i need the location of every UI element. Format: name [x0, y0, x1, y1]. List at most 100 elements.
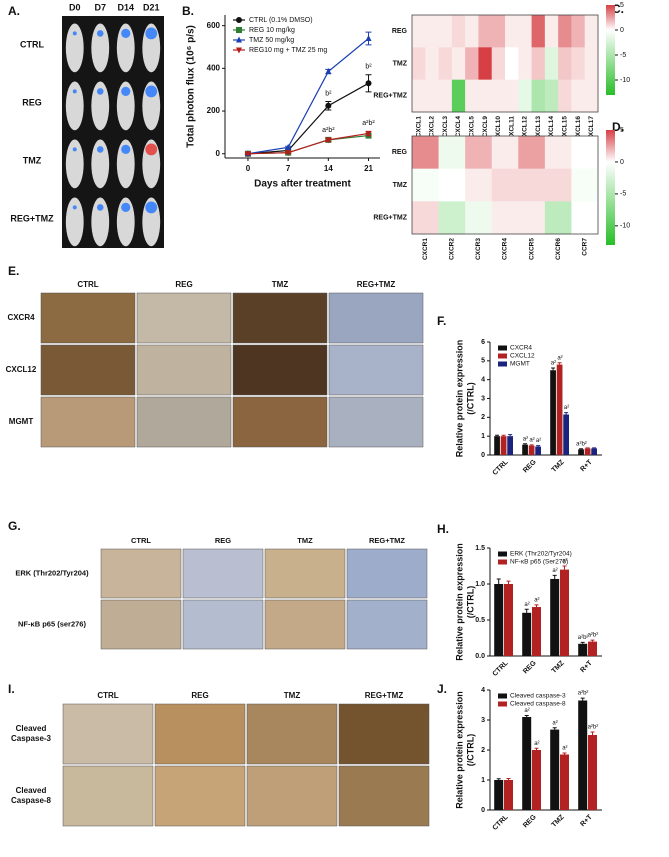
point	[285, 143, 292, 150]
point-note: b²	[325, 90, 332, 97]
colorbar	[606, 5, 615, 95]
legend-label: REG 10 mg/kg	[249, 27, 295, 34]
image-mouse	[116, 81, 135, 131]
x-tick-label: CTRL	[492, 659, 511, 678]
row-label: REG	[22, 97, 42, 107]
row-label: TMZ	[393, 182, 408, 189]
bar-note: a²	[529, 437, 534, 443]
bar-note: a²	[562, 559, 567, 565]
bar-note: a²	[562, 746, 567, 752]
row-label: Caspase-8	[11, 796, 52, 805]
column-label: CTRL	[97, 691, 118, 700]
error-bar	[524, 715, 529, 717]
image-mouse	[116, 197, 135, 247]
error-bar	[529, 444, 534, 446]
heat-cell	[518, 15, 532, 48]
heat-cell	[491, 15, 506, 48]
error-bar	[496, 578, 501, 584]
column-label: REG+TMZ	[365, 691, 404, 700]
point	[365, 34, 372, 41]
heat-cell	[438, 168, 466, 202]
bar	[532, 750, 541, 810]
heat-cell	[451, 79, 466, 113]
image-cell	[246, 703, 338, 765]
column-label: CXCL12	[522, 116, 529, 141]
point-note: a²b²	[322, 127, 335, 134]
panel-letter: A.	[8, 4, 20, 18]
bar	[556, 364, 563, 455]
y-tick-label: 1.0	[475, 581, 485, 588]
y-tick-label: 400	[207, 63, 221, 72]
heat-cell	[571, 15, 586, 48]
error-bar	[580, 641, 585, 644]
column-label: REG+TMZ	[357, 280, 396, 289]
y-axis-label: Relative protein expression	[454, 543, 464, 661]
column-label: CXCL15	[562, 116, 569, 141]
heat-cell	[505, 47, 519, 80]
heat-cell	[438, 79, 453, 113]
heat-cell	[465, 136, 493, 169]
legend-swatch	[498, 353, 507, 359]
error-bar	[562, 752, 567, 755]
bar	[550, 729, 560, 810]
y-tick-label: 4	[481, 377, 485, 384]
colorbar-label: -10	[620, 223, 630, 230]
image-cell	[136, 396, 232, 448]
image-mouse	[91, 139, 110, 189]
column-label: CXCL4	[455, 116, 462, 138]
image-cell	[264, 599, 346, 650]
y-tick-label: 2	[481, 747, 485, 754]
heat-cell	[465, 15, 479, 48]
image-cell	[264, 548, 346, 599]
y-tick-label: 200	[207, 106, 221, 115]
column-label: CXCR6	[555, 238, 562, 260]
heat-cell	[531, 79, 546, 113]
heat-cell	[544, 15, 559, 48]
bar-note: a²b²	[578, 691, 589, 697]
colorbar-label: -5	[620, 191, 626, 198]
y-tick-label: 5	[481, 358, 485, 365]
bar	[522, 444, 528, 455]
column-label: D7	[94, 2, 106, 12]
image-signal	[72, 31, 77, 36]
image-signal	[145, 27, 158, 40]
legend-label: CXCR4	[510, 345, 532, 352]
x-tick-label: 7	[286, 164, 291, 173]
y-tick-label: 4	[481, 687, 485, 694]
image-cell	[100, 548, 182, 599]
column-label: REG	[215, 536, 231, 545]
heat-cell	[491, 136, 519, 169]
column-label: CTRL	[77, 280, 98, 289]
image-mouse	[116, 23, 135, 73]
bar	[535, 446, 541, 455]
point	[236, 27, 242, 33]
column-label: CXCR3	[475, 238, 482, 260]
point	[365, 80, 372, 87]
error-bar	[536, 445, 541, 447]
heat-cell	[584, 15, 599, 48]
heat-cell	[425, 79, 439, 113]
bar-note: a²	[552, 720, 557, 726]
heat-cell	[571, 136, 599, 169]
row-label: ERK (Thr202/Tyr204)	[15, 568, 89, 577]
bar-note: a²	[523, 436, 528, 442]
legend-swatch	[498, 693, 507, 699]
heat-cell	[438, 136, 466, 169]
point	[325, 68, 332, 75]
colorbar-label: 0	[620, 27, 624, 34]
heat-cell	[438, 201, 466, 235]
heat-cell	[478, 79, 493, 113]
heat-cell	[425, 15, 439, 48]
point-note: b²	[365, 64, 372, 71]
y-tick-label: 6	[481, 339, 485, 346]
column-label: CXCR5	[528, 238, 535, 260]
bar-note: a²b²	[578, 635, 589, 641]
bar-note: a²b²	[588, 633, 599, 639]
bar	[528, 445, 535, 455]
column-label: CXCL3	[442, 116, 449, 138]
legend-label: MGMT	[510, 361, 530, 368]
heat-cell	[451, 47, 466, 80]
x-tick-label: 14	[324, 164, 333, 173]
x-tick-label: 0	[246, 164, 251, 173]
